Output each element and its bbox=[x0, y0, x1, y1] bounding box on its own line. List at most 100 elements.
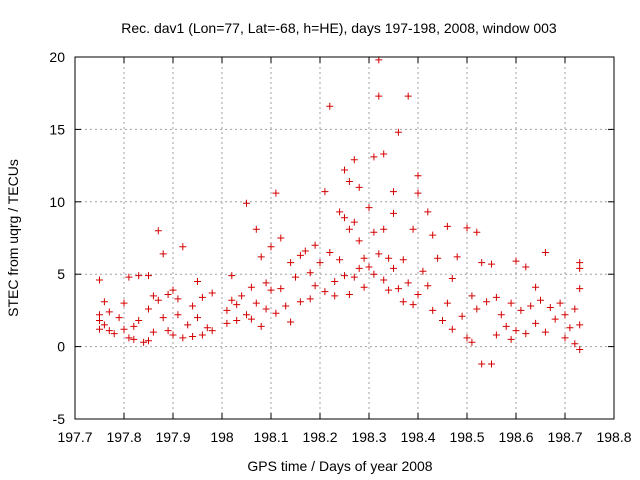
data-point bbox=[434, 254, 442, 262]
data-point bbox=[179, 243, 187, 251]
y-axis: -5 0 5 10 15 20 bbox=[49, 49, 614, 427]
x-tick-label: 197.7 bbox=[57, 429, 92, 445]
x-tick-label: 198.8 bbox=[596, 429, 631, 445]
data-point bbox=[414, 172, 422, 180]
data-point bbox=[169, 331, 177, 339]
data-point bbox=[100, 321, 108, 329]
data-point bbox=[198, 293, 206, 301]
plot-frame bbox=[74, 56, 615, 420]
data-point bbox=[345, 290, 353, 298]
data-point bbox=[399, 298, 407, 306]
data-point bbox=[96, 325, 103, 333]
data-point bbox=[145, 272, 152, 280]
data-point bbox=[350, 156, 358, 164]
data-point bbox=[341, 166, 348, 174]
data-point bbox=[468, 292, 476, 300]
data-point bbox=[174, 295, 182, 303]
y-axis-label: STEC from uqrg / TECUs bbox=[5, 159, 21, 317]
data-point bbox=[345, 225, 353, 233]
data-point bbox=[149, 292, 157, 300]
data-point bbox=[355, 237, 363, 245]
data-point bbox=[120, 299, 128, 307]
x-axis: 197.7 197.8 197.9 198 198.1 198.2 198.3 198.4 19… bbox=[57, 57, 632, 445]
data-point bbox=[135, 272, 143, 280]
data-point bbox=[159, 314, 167, 322]
data-point bbox=[287, 318, 295, 326]
data-point bbox=[463, 224, 471, 232]
data-point bbox=[556, 299, 564, 307]
data-point bbox=[296, 251, 304, 259]
data-point bbox=[331, 292, 339, 300]
data-point bbox=[252, 225, 260, 233]
data-point bbox=[130, 322, 138, 330]
grid-lines bbox=[75, 57, 614, 419]
data-point bbox=[507, 299, 515, 307]
data-point bbox=[296, 298, 304, 306]
data-point bbox=[164, 290, 172, 298]
data-point bbox=[194, 314, 201, 322]
data-point bbox=[159, 250, 167, 258]
data-point bbox=[208, 327, 216, 335]
data-point bbox=[105, 327, 113, 335]
data-point bbox=[223, 306, 231, 314]
data-point bbox=[287, 259, 295, 267]
data-point bbox=[355, 264, 363, 272]
data-point bbox=[443, 299, 451, 307]
data-point bbox=[228, 296, 236, 304]
data-point bbox=[576, 264, 584, 272]
data-point bbox=[409, 225, 417, 233]
data-point bbox=[316, 259, 324, 267]
data-point bbox=[380, 150, 388, 158]
data-point bbox=[517, 306, 525, 314]
data-point bbox=[321, 288, 329, 296]
data-point bbox=[365, 263, 373, 271]
data-point bbox=[252, 299, 260, 307]
data-point bbox=[497, 311, 505, 319]
data-point bbox=[566, 324, 574, 332]
data-point bbox=[414, 290, 422, 298]
data-point bbox=[311, 282, 319, 290]
data-point bbox=[478, 259, 486, 267]
data-point bbox=[125, 273, 133, 281]
data-point bbox=[120, 325, 128, 333]
data-point bbox=[370, 228, 378, 236]
data-point bbox=[326, 102, 334, 110]
data-point bbox=[277, 285, 285, 293]
data-point bbox=[380, 276, 388, 284]
data-point bbox=[208, 289, 216, 297]
data-point bbox=[243, 199, 250, 207]
data-point bbox=[404, 92, 412, 100]
x-tick-label: 198.7 bbox=[547, 429, 582, 445]
data-point bbox=[179, 334, 187, 342]
x-tick-label: 198 bbox=[210, 429, 234, 445]
data-point bbox=[164, 327, 172, 335]
data-point bbox=[115, 314, 123, 322]
data-point bbox=[189, 332, 197, 340]
data-point bbox=[424, 282, 432, 290]
data-point bbox=[541, 328, 549, 336]
data-point bbox=[488, 260, 495, 268]
data-point bbox=[341, 272, 348, 280]
data-point bbox=[463, 334, 471, 342]
data-point bbox=[326, 248, 334, 256]
data-point bbox=[272, 309, 280, 317]
data-point bbox=[247, 315, 255, 323]
data-point bbox=[125, 334, 133, 342]
data-point bbox=[145, 305, 152, 313]
data-point bbox=[243, 311, 250, 319]
chart-title: Rec. dav1 (Lon=77, Lat=-68, h=HE), days … bbox=[121, 20, 557, 36]
data-point bbox=[478, 360, 486, 368]
data-point bbox=[238, 292, 246, 300]
data-point bbox=[257, 322, 265, 330]
data-point bbox=[306, 269, 314, 277]
data-point bbox=[154, 227, 162, 235]
data-point bbox=[100, 298, 108, 306]
y-tick-label: 0 bbox=[57, 339, 65, 355]
data-point bbox=[140, 338, 148, 346]
data-point bbox=[375, 92, 383, 100]
data-point bbox=[375, 56, 383, 64]
data-point bbox=[522, 263, 530, 271]
data-point bbox=[561, 334, 569, 342]
data-point bbox=[198, 331, 206, 339]
x-tick-label: 198.5 bbox=[449, 429, 484, 445]
